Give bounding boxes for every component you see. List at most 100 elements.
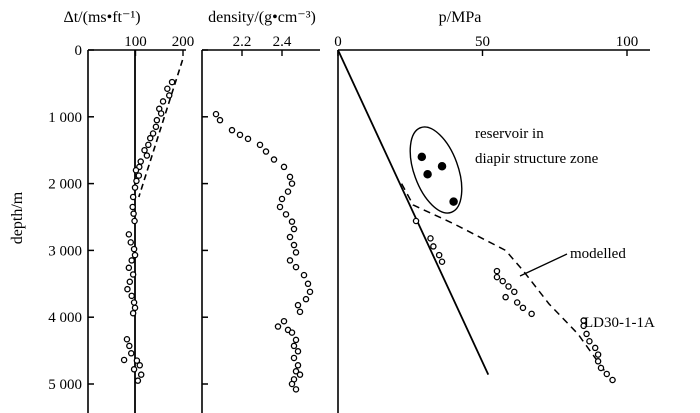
data-point [513,299,521,306]
data-point [129,203,136,211]
data-point [131,184,139,191]
data-point [583,330,590,338]
data-point [130,299,138,306]
data-point [290,342,298,350]
data-point [511,288,518,296]
data-point [284,188,292,195]
data-point [127,350,135,357]
data-point [294,362,302,369]
data-point [493,273,501,281]
data-point [157,110,165,117]
data-point [149,130,157,137]
x-tick-label: 100 [124,34,147,50]
data-point [300,271,308,279]
data-point [125,231,133,238]
data-point [274,323,282,330]
data-point [124,285,131,293]
depth-tick-label: 4 000 [48,310,82,326]
data-point [129,309,137,317]
data-point [302,295,310,303]
density-depth-ticks [202,49,208,385]
data-point [594,358,602,365]
sonic-x-ticks: 100 200 [124,34,194,56]
data-point [244,135,252,143]
data-point [505,283,512,290]
reservoir-ellipse [409,126,463,214]
pressure-points [412,152,616,384]
data-point [130,366,138,373]
data-point [145,141,152,149]
reservoir-point [417,152,427,162]
depth-axis-label: depth/m [9,191,26,244]
data-point [609,376,616,384]
density-panel-title: density/(g•cm⁻³) [208,9,316,26]
sonic-panel-title: Δt/(ms•ft⁻¹) [63,9,140,26]
data-point [290,241,298,249]
data-point [133,357,141,364]
data-point [131,251,139,259]
data-point [594,351,602,358]
data-point [499,277,506,285]
data-point [131,304,139,312]
data-point [134,377,142,384]
x-tick-label: 50 [475,34,490,50]
reservoir-point [449,197,458,206]
data-point [136,362,144,369]
sonic-panel: Δt/(ms•ft⁻¹) depth/m 0 1 000 2 000 3 000 4 0… [9,9,194,413]
data-point [146,134,154,142]
data-point [135,172,143,179]
pressure-x-ticks: 0 50 100 [334,34,638,56]
data-point [127,239,134,246]
data-point [270,156,278,163]
sonic-trend-line [138,59,184,198]
data-point [286,257,294,264]
density-panel: density/(g•cm⁻³) 2.2 2.4 [201,9,320,413]
data-point [597,364,605,372]
data-point [165,92,173,99]
data-point [288,329,296,336]
data-point [292,263,300,271]
data-point [137,371,145,378]
data-point [306,288,314,296]
depth-tick-label: 3 000 [48,243,82,259]
data-point [228,126,236,134]
data-point [120,356,128,364]
data-point [129,193,137,201]
x-tick-label: 0 [334,34,342,50]
density-points [212,110,314,393]
x-tick-label: 2.4 [273,34,292,50]
pressure-lines [337,49,608,376]
depth-tick-label: 1 000 [48,110,82,126]
x-tick-label: 2.2 [233,34,252,50]
data-point [430,243,437,250]
data-point [282,211,290,218]
x-tick-label: 100 [616,34,639,50]
data-point [125,264,133,272]
data-point [131,217,138,225]
modelled-label: modelled [570,246,626,262]
data-point [519,304,527,312]
data-point [304,280,312,288]
depth-tick-label: 5 000 [48,377,82,393]
reservoir-point [437,161,447,171]
data-point [603,370,611,378]
data-point [435,251,443,259]
data-point [286,173,294,181]
data-point [280,163,288,171]
density-x-ticks: 2.2 2.4 [233,34,292,56]
data-point [262,148,270,155]
data-point [133,177,140,185]
data-point [153,116,161,124]
data-point [591,344,599,352]
x-tick-label: 200 [172,34,195,50]
reservoir-label-line2: diapir structure zone [475,151,599,167]
data-point [129,271,137,278]
data-point [152,123,160,131]
data-point [164,85,171,92]
depth-tick-label: 0 [75,43,83,59]
reservoir-point [423,169,432,179]
data-point [296,371,304,378]
data-point [256,141,264,149]
sonic-points [120,78,176,384]
